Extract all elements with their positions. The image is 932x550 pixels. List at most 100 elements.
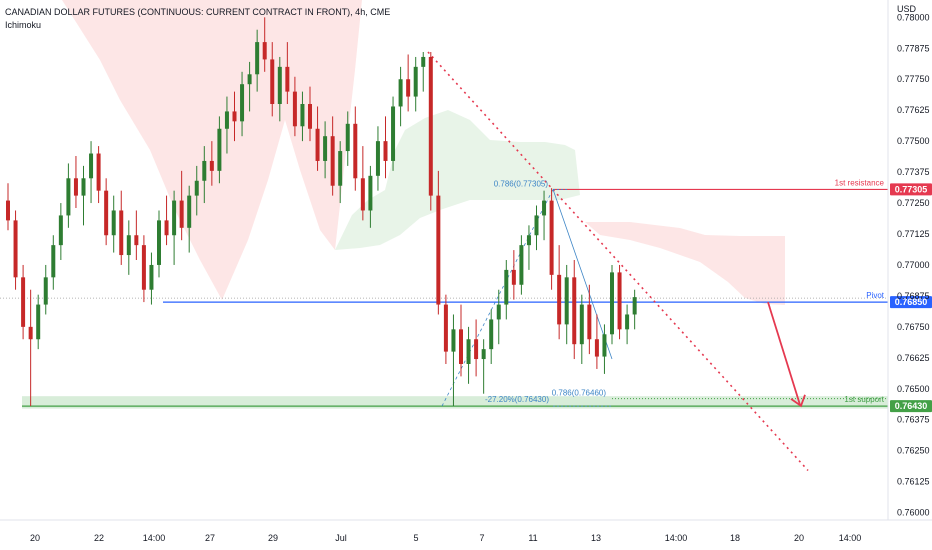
candle-body[interactable] xyxy=(428,56,433,196)
candle-body[interactable] xyxy=(21,277,26,327)
candle-body[interactable] xyxy=(89,153,94,179)
candle-body[interactable] xyxy=(587,304,592,340)
candle-body[interactable] xyxy=(81,178,86,196)
candle-body[interactable] xyxy=(134,235,139,246)
candle-body[interactable] xyxy=(496,304,501,320)
time-tick-label: 14:00 xyxy=(839,533,862,543)
price-tick-label: 0.77250 xyxy=(897,198,930,208)
candle-body[interactable] xyxy=(247,74,252,85)
candle-body[interactable] xyxy=(28,326,33,340)
candle-body[interactable] xyxy=(375,141,380,176)
candle-body[interactable] xyxy=(6,200,10,221)
candle-body[interactable] xyxy=(489,319,494,350)
price-tick-label: 0.76375 xyxy=(897,415,930,425)
candle-body[interactable] xyxy=(209,160,214,171)
projection-arrow-line[interactable] xyxy=(767,301,801,406)
candle-body[interactable] xyxy=(519,245,524,285)
candle-body[interactable] xyxy=(398,79,403,107)
candle-body[interactable] xyxy=(51,245,56,278)
candle-body[interactable] xyxy=(66,178,71,216)
candle-body[interactable] xyxy=(104,190,109,236)
candle-body[interactable] xyxy=(164,220,169,236)
candle-body[interactable] xyxy=(126,235,131,256)
candle-body[interactable] xyxy=(534,215,539,236)
candle-body[interactable] xyxy=(526,235,531,246)
candle-body[interactable] xyxy=(330,136,335,186)
candle-body[interactable] xyxy=(617,272,622,330)
time-tick-label: 22 xyxy=(94,533,104,543)
candle-body[interactable] xyxy=(172,200,177,236)
candle-body[interactable] xyxy=(504,269,509,305)
candle-body[interactable] xyxy=(300,104,305,127)
candle-body[interactable] xyxy=(594,339,599,357)
fib-annotation: -27.20%(0.76430) xyxy=(485,395,549,404)
candle-body[interactable] xyxy=(179,200,184,228)
candle-body[interactable] xyxy=(224,111,229,129)
candle-body[interactable] xyxy=(383,141,388,161)
candle-body[interactable] xyxy=(187,195,192,228)
candle-body[interactable] xyxy=(217,128,222,171)
candle-body[interactable] xyxy=(277,66,282,104)
candle-body[interactable] xyxy=(474,339,479,360)
candle-body[interactable] xyxy=(141,245,146,290)
candle-body[interactable] xyxy=(240,84,245,122)
candle-body[interactable] xyxy=(406,79,411,97)
price-badge-text: 0.76430 xyxy=(895,401,928,411)
candle-body[interactable] xyxy=(270,59,275,104)
currency-label: USD xyxy=(897,4,917,14)
candle-body[interactable] xyxy=(58,215,63,246)
candle-body[interactable] xyxy=(579,304,584,345)
candle-body[interactable] xyxy=(572,277,577,345)
candle-body[interactable] xyxy=(451,329,456,352)
candle-body[interactable] xyxy=(345,123,350,152)
candle-body[interactable] xyxy=(13,220,18,278)
time-tick-label: 14:00 xyxy=(665,533,688,543)
ichimoku-cloud-green xyxy=(335,110,580,250)
candle-body[interactable] xyxy=(436,195,441,305)
candle-body[interactable] xyxy=(625,314,630,330)
candle-body[interactable] xyxy=(353,123,358,179)
candle-body[interactable] xyxy=(255,42,260,75)
candle-body[interactable] xyxy=(413,66,418,97)
candle-body[interactable] xyxy=(610,272,614,335)
candle-body[interactable] xyxy=(421,56,426,67)
candle-body[interactable] xyxy=(315,128,320,161)
candle-body[interactable] xyxy=(232,111,237,122)
candle-body[interactable] xyxy=(111,210,116,236)
candle-body[interactable] xyxy=(632,297,637,315)
candle-body[interactable] xyxy=(119,210,124,256)
candle-body[interactable] xyxy=(360,178,365,211)
candle-body[interactable] xyxy=(157,220,161,265)
candle-body[interactable] xyxy=(292,91,297,127)
candle-body[interactable] xyxy=(368,175,373,211)
candle-body[interactable] xyxy=(391,106,396,161)
candle-body[interactable] xyxy=(73,178,78,196)
candle-body[interactable] xyxy=(459,329,463,364)
candle-body[interactable] xyxy=(262,42,267,60)
price-tick-label: 0.77750 xyxy=(897,74,930,84)
candle-body[interactable] xyxy=(564,277,569,325)
candle-body[interactable] xyxy=(36,304,41,340)
trendline-dotted[interactable] xyxy=(427,51,809,472)
candle-body[interactable] xyxy=(43,277,48,305)
candle-body[interactable] xyxy=(323,136,328,161)
candle-body[interactable] xyxy=(542,200,547,216)
candle-body[interactable] xyxy=(285,66,290,92)
candle-body[interactable] xyxy=(194,180,199,196)
candle-body[interactable] xyxy=(466,339,471,364)
candle-body[interactable] xyxy=(202,160,207,181)
candle-body[interactable] xyxy=(557,274,562,325)
candle-body[interactable] xyxy=(308,104,312,129)
candle-body[interactable] xyxy=(602,334,607,357)
candle-body[interactable] xyxy=(511,269,516,285)
candle-body[interactable] xyxy=(481,349,486,360)
indicator-label[interactable]: Ichimoku xyxy=(5,20,42,30)
candle-body[interactable] xyxy=(549,200,554,275)
level-label-1st-resistance: 1st resistance xyxy=(835,178,885,187)
candle-body[interactable] xyxy=(338,151,343,186)
candle-body[interactable] xyxy=(96,153,101,191)
candle-body[interactable] xyxy=(443,304,448,352)
candle-body[interactable] xyxy=(149,264,154,290)
level-label-1st-support: 1st support xyxy=(844,395,884,404)
